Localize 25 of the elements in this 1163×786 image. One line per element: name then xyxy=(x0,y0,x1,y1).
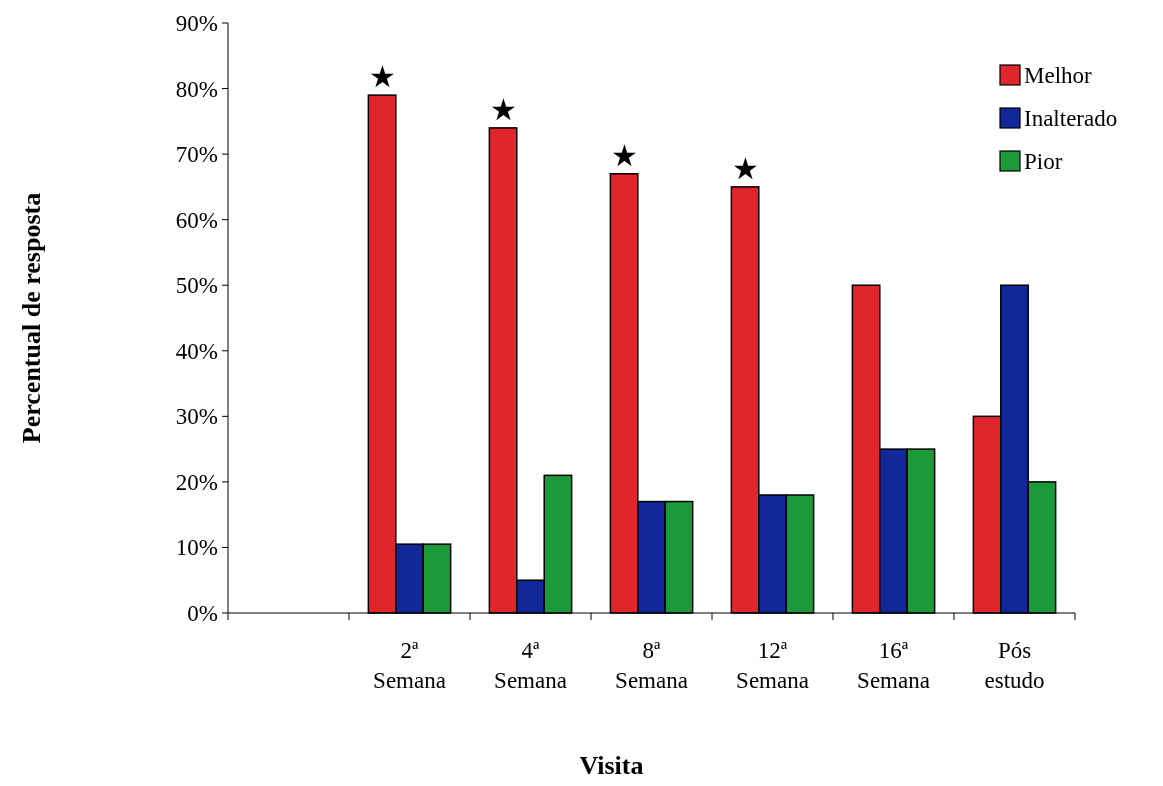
x-axis-title: Visita xyxy=(579,751,644,780)
annotation: ★ xyxy=(731,151,759,185)
annotation: ★ xyxy=(610,138,638,172)
x-tick-label: 2ª Semana xyxy=(373,638,446,693)
y-tick-label: 90% xyxy=(175,11,218,37)
legend-label: Melhor xyxy=(1024,63,1093,89)
y-tick-label: 40% xyxy=(175,338,218,364)
x-tick-label: 8ª Semana xyxy=(615,638,688,693)
legend-label: Pior xyxy=(1024,149,1063,175)
x-tick-label: 12ª Semana xyxy=(736,638,809,693)
y-tick-label: 50% xyxy=(175,273,218,299)
y-tick-label: 30% xyxy=(175,404,218,430)
y-axis-title: Percentual de resposta xyxy=(17,192,46,444)
y-tick-label: 0% xyxy=(187,601,218,627)
x-tick-label: Pós estudo xyxy=(984,638,1045,693)
y-tick-label: 70% xyxy=(175,142,218,168)
y-tick-label: 80% xyxy=(175,76,218,102)
annotation: ★ xyxy=(368,60,396,94)
y-tick-label: 10% xyxy=(175,535,218,561)
x-tick-label: 16ª Semana xyxy=(857,638,930,693)
y-tick-label: 20% xyxy=(175,469,218,495)
y-tick-label: 60% xyxy=(175,207,218,233)
legend-label: Inalterado xyxy=(1024,106,1118,132)
annotation: ★ xyxy=(489,92,517,126)
x-tick-label: 4ª Semana xyxy=(494,638,567,693)
